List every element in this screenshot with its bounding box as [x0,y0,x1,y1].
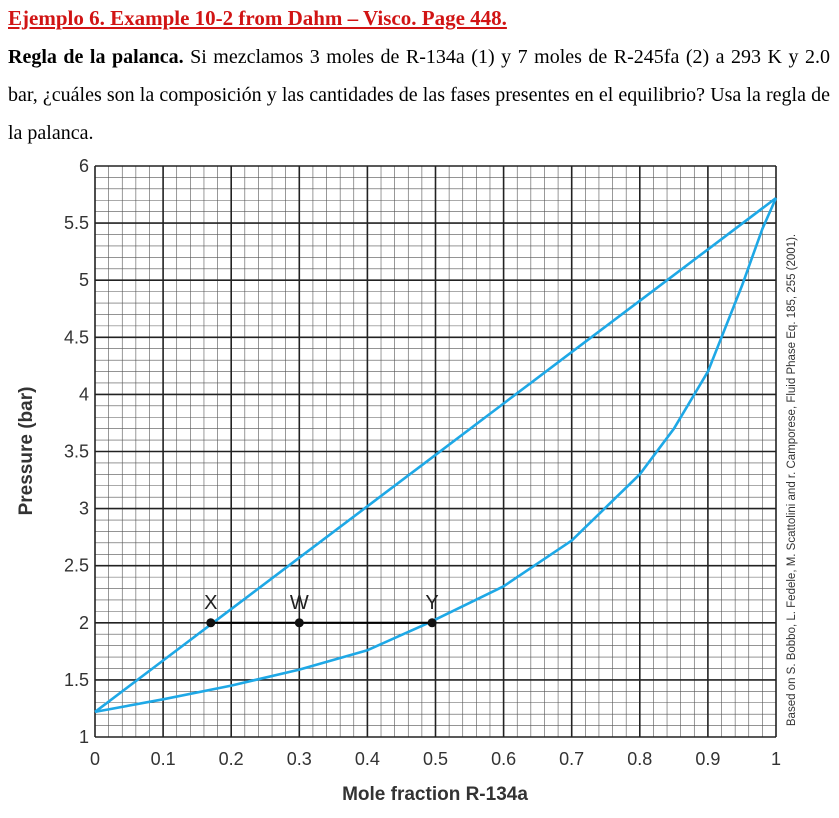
y-tick-labels: 1 1.5 2 2.5 3 3.5 4 4.5 5 5.5 6 [64,156,89,747]
point-w-label: W [290,592,309,614]
x-tick-label: 0 [90,749,100,769]
y-tick-label: 5 [79,270,89,290]
y-tick-label: 3 [79,499,89,519]
point-w-marker [294,618,304,628]
problem-statement: Regla de la palanca. Si mezclamos 3 mole… [8,38,830,152]
x-tick-label: 0.8 [627,749,652,769]
problem-text: Si mezclamos 3 moles de R-134a (1) y 7 m… [8,46,830,144]
x-tick-label: 0.9 [695,749,720,769]
dew-point-curve [94,197,778,714]
y-tick-label: 6 [79,156,89,176]
major-grid [94,165,777,738]
page-title: Ejemplo 6. Example 10-2 from Dahm – Visc… [8,6,507,30]
y-tick-label: 2.5 [64,556,89,576]
point-y-marker [427,618,437,628]
y-tick-label: 1.5 [64,670,89,690]
y-tick-label: 2 [79,613,89,633]
point-y-label: Y [425,592,438,614]
x-tick-label: 0.5 [423,749,448,769]
y-axis-title: Pressure (bar) [16,387,37,516]
y-tick-label: 1 [79,727,89,747]
point-x-marker [206,618,216,628]
x-tick-label: 0.7 [559,749,584,769]
y-tick-label: 4 [79,384,89,404]
x-axis-title: Mole fraction R-134a [342,784,528,805]
x-tick-label: 0.3 [287,749,312,769]
problem-bold-label: Regla de la palanca. [8,46,184,68]
x-tick-label: 0.6 [491,749,516,769]
x-tick-labels: 0 0.1 0.2 0.3 0.4 0.5 0.6 0.7 0.8 0.9 1 [90,749,781,769]
x-tick-label: 0.1 [151,749,176,769]
x-tick-label: 1 [771,749,781,769]
x-tick-label: 0.4 [355,749,380,769]
y-tick-label: 3.5 [64,442,89,462]
source-credit: Based on S. Bobbo, L. Fedele, M. Scattol… [786,234,798,726]
y-tick-label: 4.5 [64,327,89,347]
x-tick-label: 0.2 [219,749,244,769]
y-tick-label: 5.5 [64,213,89,233]
point-x-label: X [204,592,217,614]
